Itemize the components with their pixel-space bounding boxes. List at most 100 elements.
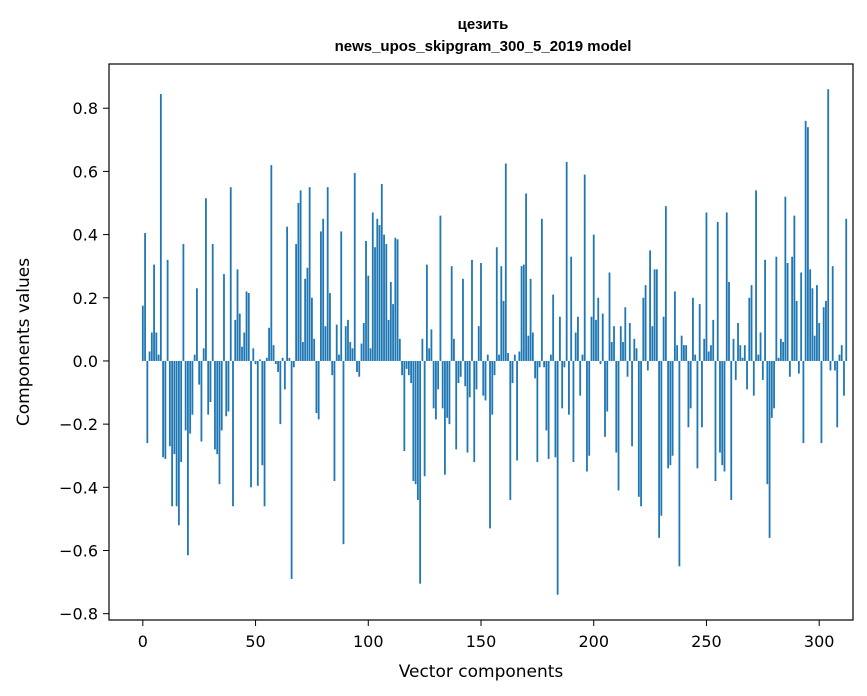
bar-component-192 [574, 332, 577, 361]
bar-component-35 [220, 360, 223, 431]
bar-component-126 [425, 264, 428, 361]
bar-component-239 [680, 335, 683, 361]
bar-component-303 [825, 300, 827, 361]
bar-component-164 [511, 360, 514, 384]
bar-component-253 [712, 319, 715, 361]
bar-component-225 [649, 250, 651, 361]
bar-component-6 [155, 332, 158, 361]
bar-component-196 [583, 174, 586, 361]
bar-component-62 [281, 357, 284, 361]
bar-component-41 [234, 319, 237, 361]
bar-component-273 [757, 354, 760, 361]
bar-component-208 [610, 342, 613, 361]
bar-component-209 [613, 326, 615, 361]
bar-component-267 [743, 345, 746, 361]
bar-component-157 [495, 247, 498, 361]
bar-component-266 [741, 357, 744, 361]
bar-component-240 [683, 345, 685, 361]
x-axis-label: Vector components [399, 662, 564, 682]
bar-component-7 [157, 354, 160, 361]
bar-component-120 [412, 360, 415, 481]
bar-component-258 [723, 360, 726, 472]
bar-component-215 [626, 360, 629, 377]
bar-component-18 [182, 244, 185, 361]
bar-component-250 [705, 212, 708, 361]
bar-component-186 [561, 360, 564, 409]
bar-component-19 [184, 360, 187, 431]
bar-component-99 [365, 240, 367, 361]
bar-component-89 [342, 360, 345, 545]
bar-component-24 [196, 288, 198, 361]
bar-component-61 [279, 360, 282, 425]
bar-component-277 [766, 360, 769, 485]
y-tick-label: −0.8 [59, 605, 98, 624]
bar-component-247 [698, 304, 701, 361]
bar-component-130 [435, 360, 437, 420]
y-axis-label: Components values [14, 258, 34, 426]
x-tick-label: 50 [245, 632, 265, 651]
bar-component-228 [655, 269, 658, 361]
bar-component-281 [775, 256, 778, 361]
bar-component-190 [570, 256, 573, 361]
x-tick-label: 0 [138, 632, 148, 651]
bar-component-2 [146, 360, 149, 444]
bar-component-159 [500, 266, 503, 361]
bar-component-28 [205, 198, 207, 361]
bar-component-21 [189, 360, 192, 434]
bar-component-146 [471, 259, 473, 361]
bar-component-163 [509, 360, 512, 500]
bar-component-188 [565, 161, 568, 361]
bar-component-113 [396, 239, 399, 361]
chart-subtitle: news_upos_skipgram_300_5_2019 model [335, 38, 632, 55]
bar-component-237 [676, 345, 679, 361]
bar-component-135 [446, 360, 449, 418]
bar-component-149 [477, 326, 480, 361]
bar-component-297 [811, 288, 814, 361]
bar-component-264 [737, 323, 739, 361]
bar-component-275 [761, 360, 764, 380]
bar-component-13 [171, 360, 174, 507]
bar-component-189 [568, 360, 570, 415]
bar-component-231 [662, 316, 665, 361]
bar-component-138 [453, 338, 455, 361]
bar-component-141 [459, 360, 462, 377]
y-tick-label: −0.4 [59, 478, 98, 497]
y-axis-ticks: −0.8 −0.6 −0.4 −0.2 0.0 0.2 0.4 0.6 0.8 [59, 99, 109, 624]
bar-component-109 [387, 319, 390, 361]
bar-component-84 [331, 360, 334, 376]
bar-component-139 [455, 360, 458, 450]
bar-component-77 [315, 360, 318, 414]
bar-component-178 [543, 360, 546, 368]
bar-component-222 [642, 297, 645, 361]
bar-component-167 [518, 351, 521, 361]
bar-component-292 [800, 272, 803, 361]
bar-component-309 [838, 354, 841, 361]
bar-component-71 [301, 342, 304, 361]
bar-component-198 [588, 360, 591, 456]
bar-component-69 [297, 203, 300, 361]
bar-component-224 [646, 360, 649, 371]
bar-component-221 [640, 360, 642, 507]
bar-component-107 [383, 234, 385, 361]
bar-component-100 [367, 275, 370, 361]
bar-component-298 [813, 335, 816, 361]
bar-component-131 [437, 360, 440, 390]
bar-component-172 [529, 278, 532, 361]
bar-component-310 [840, 345, 843, 361]
bar-component-257 [721, 360, 724, 466]
bar-component-180 [547, 360, 550, 459]
bar-component-93 [351, 348, 354, 361]
bar-component-110 [389, 281, 392, 361]
bar-component-249 [703, 338, 706, 361]
x-tick-label: 100 [353, 632, 384, 651]
bar-component-74 [308, 187, 311, 361]
bar-component-287 [788, 360, 791, 377]
bar-component-293 [802, 360, 805, 444]
bar-component-271 [752, 360, 755, 396]
bar-component-220 [637, 360, 640, 497]
bar-component-238 [678, 360, 681, 567]
bar-component-155 [491, 360, 494, 415]
bar-component-184 [556, 360, 559, 595]
bar-component-210 [615, 360, 618, 453]
bar-component-168 [520, 266, 523, 361]
